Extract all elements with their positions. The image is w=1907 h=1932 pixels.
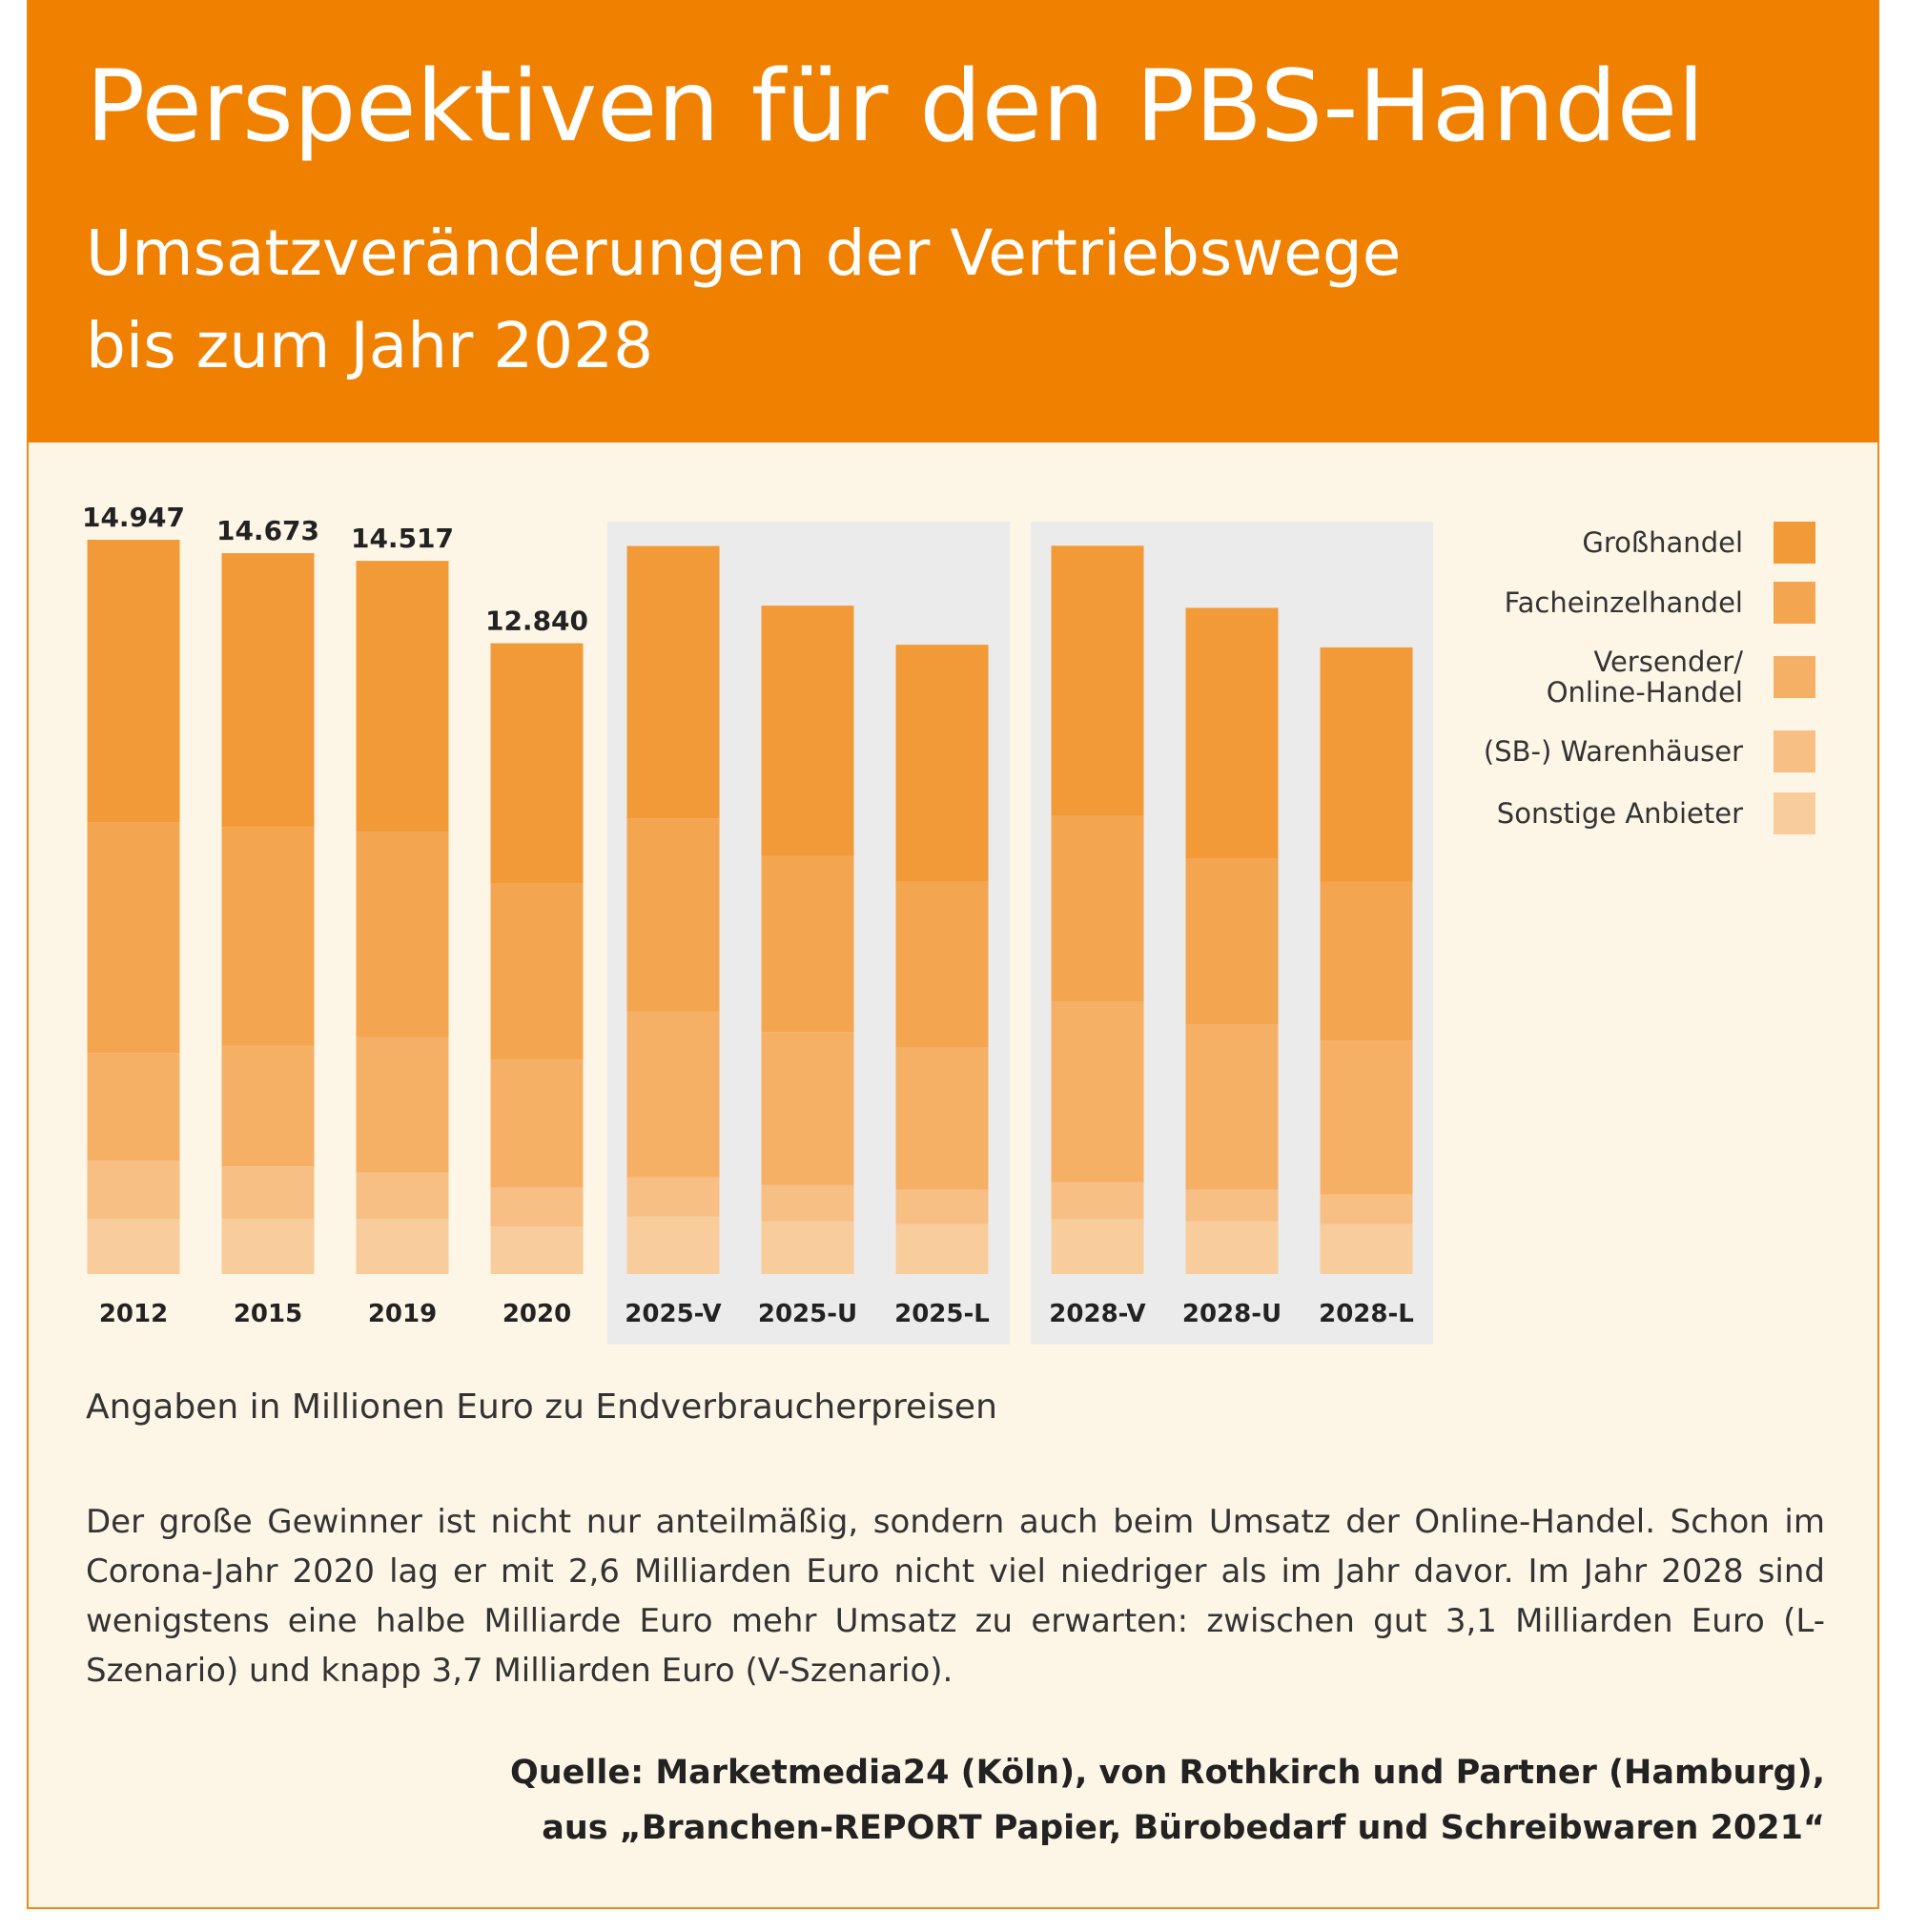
x-tick-label: 2025-U [758, 1300, 857, 1328]
legend-swatch [1774, 522, 1815, 564]
bar-segment [221, 1045, 315, 1167]
legend-label: Sonstige Anbieter [1497, 797, 1743, 830]
bar-segment [221, 827, 315, 1046]
bar-segment [221, 1166, 315, 1220]
x-tick-label: 2025-V [625, 1300, 721, 1328]
bar-segment [1320, 1040, 1413, 1195]
bar-segment [490, 883, 584, 1060]
total-label: 12.840 [485, 606, 588, 637]
bar-segment [626, 1177, 720, 1217]
source: Quelle: Marketmedia24 (Köln), von Rothki… [510, 1745, 1825, 1856]
source-line: Quelle: Marketmedia24 (Köln), von Rothki… [510, 1754, 1825, 1792]
x-tick-label: 2012 [99, 1300, 168, 1328]
bar-segment [761, 1032, 854, 1185]
bar-segment [895, 1223, 989, 1274]
bar-segment [356, 561, 449, 832]
legend-label: (SB-) Warenhäuser [1484, 735, 1743, 768]
legend-label: Großhandel [1582, 526, 1743, 559]
note: Angaben in Millionen Euro zu Endverbrauc… [86, 1387, 997, 1427]
x-tick-label: 2025-L [894, 1300, 990, 1328]
bar-segment [490, 1226, 584, 1274]
bar-segment [87, 822, 180, 1054]
bar-segment [1320, 647, 1413, 882]
legend-swatch [1774, 582, 1815, 624]
legend-label: Versender/Online-Handel [1547, 646, 1743, 709]
bar-segment [761, 606, 854, 856]
bar-segment [1051, 1219, 1144, 1274]
bar-segment [761, 1184, 854, 1222]
bar-segment [626, 545, 720, 819]
bar-segment [626, 1216, 720, 1274]
bar-segment [490, 1187, 584, 1227]
bar-segment [356, 1219, 449, 1274]
subtitle: bis zum Jahr 2028 [86, 309, 653, 382]
bar-segment [1185, 1024, 1279, 1190]
bar-segment [87, 1160, 180, 1220]
x-tick-label: 2015 [234, 1300, 302, 1328]
bar-segment [1051, 545, 1144, 816]
bar-segment [221, 1219, 315, 1274]
x-tick-label: 2028-U [1182, 1300, 1282, 1328]
header [28, 0, 1878, 442]
bar-segment [1320, 1194, 1413, 1224]
bar-segment [1051, 1182, 1144, 1220]
bar-segment [1051, 1001, 1144, 1182]
source-line: aus „Branchen-REPORT Papier, Bürobedarf … [542, 1809, 1825, 1847]
bar-segment [626, 1011, 720, 1178]
x-tick-label: 2028-L [1319, 1300, 1414, 1328]
total-label: 14.673 [216, 515, 319, 546]
bar-segment [87, 540, 180, 823]
legend-swatch [1774, 730, 1815, 772]
bar-segment [761, 855, 854, 1033]
bar-segment [1320, 881, 1413, 1041]
x-tick-label: 2020 [502, 1300, 571, 1328]
bar-segment [356, 1037, 449, 1173]
bar-segment [895, 1189, 989, 1224]
bar-segment [1185, 1221, 1279, 1274]
total-label: 14.947 [82, 502, 185, 533]
bar-segment [626, 818, 720, 1012]
x-tick-label: 2019 [368, 1300, 437, 1328]
bar-segment [356, 1172, 449, 1220]
chart-title: Perspektiven für den PBS-Handel [86, 50, 1705, 164]
bar-segment [1185, 1189, 1279, 1222]
legend-swatch [1774, 792, 1815, 834]
bar-segment [1051, 815, 1144, 1002]
bar-segment [490, 1059, 584, 1188]
legend-label: Facheinzelhandel [1505, 586, 1743, 619]
description: Der große Gewinner ist nicht nur anteilm… [86, 1503, 1825, 1690]
bar-segment [895, 1047, 989, 1190]
bar-segment [221, 553, 315, 828]
bar-segment [1320, 1223, 1413, 1274]
bar-segment [87, 1053, 180, 1161]
bar-segment [490, 643, 584, 884]
bar-segment [356, 832, 449, 1038]
bar-segment [1185, 607, 1279, 859]
bar-segment [761, 1221, 854, 1274]
subtitle: Umsatzveränderungen der Vertriebswege [86, 216, 1401, 290]
bar-segment [1185, 858, 1279, 1025]
x-tick-label: 2028-V [1049, 1300, 1145, 1328]
bar-segment [87, 1219, 180, 1274]
legend-swatch [1774, 656, 1815, 698]
bar-segment [895, 645, 989, 882]
total-label: 14.517 [351, 523, 454, 554]
bar-segment [895, 881, 989, 1048]
